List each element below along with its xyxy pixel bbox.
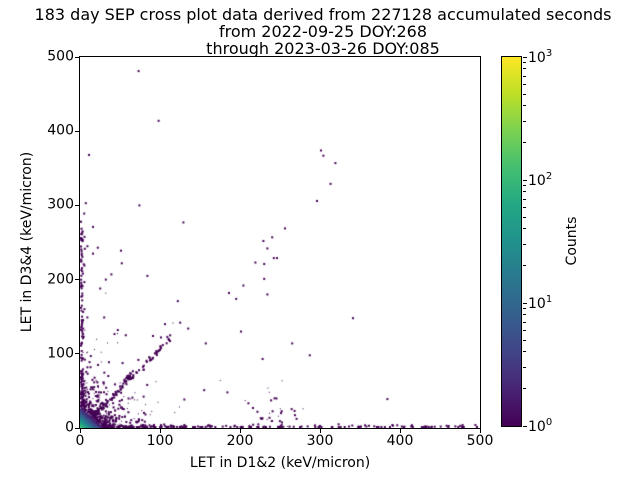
colorbar-gradient — [502, 57, 521, 426]
colorbar-minor-tick — [523, 216, 526, 218]
y-axis-label: LET in D3&4 (keV/micron) — [19, 151, 35, 333]
y-tick-mark — [75, 353, 79, 355]
colorbar-minor-tick — [523, 243, 526, 245]
colorbar-minor-tick — [523, 120, 526, 122]
colorbar-minor-tick — [523, 206, 526, 208]
y-tick-mark — [75, 279, 79, 281]
x-tick-mark — [319, 429, 321, 433]
colorbar-major-tick — [523, 179, 527, 181]
colorbar — [501, 56, 522, 427]
y-tick-label: 300 — [47, 197, 74, 214]
y-tick-label: 100 — [47, 345, 74, 362]
colorbar-minor-tick — [523, 329, 526, 331]
colorbar-minor-tick — [523, 321, 526, 323]
x-tick-label: 200 — [226, 433, 254, 449]
title-line-2: from 2022-09-25 DOY:268 — [218, 22, 427, 41]
x-axis-label: LET in D1&2 (keV/micron) — [189, 455, 371, 471]
x-tick-label: 0 — [75, 433, 85, 449]
x-tick-mark — [399, 429, 401, 433]
colorbar-tick-label: 101 — [528, 294, 553, 312]
colorbar-minor-tick — [523, 93, 526, 95]
y-tick-mark — [75, 130, 79, 132]
x-tick-mark — [239, 429, 241, 433]
y-tick-mark — [75, 56, 79, 58]
colorbar-minor-tick — [523, 83, 526, 85]
colorbar-minor-tick — [523, 339, 526, 341]
colorbar-minor-tick — [523, 62, 526, 64]
y-tick-label: 200 — [47, 271, 74, 288]
y-tick-mark — [75, 427, 79, 429]
x-tick-label: 100 — [146, 433, 174, 449]
y-tick-label: 400 — [47, 122, 74, 139]
colorbar-minor-tick — [523, 142, 526, 144]
colorbar-minor-tick — [523, 388, 526, 390]
colorbar-tick-label: 103 — [528, 48, 553, 66]
y-tick-mark — [75, 204, 79, 206]
colorbar-minor-tick — [523, 191, 526, 193]
x-tick-mark — [159, 429, 161, 433]
colorbar-minor-tick — [523, 314, 526, 316]
x-tick-label: 500 — [466, 433, 494, 449]
colorbar-minor-tick — [523, 185, 526, 187]
colorbar-minor-tick — [523, 68, 526, 70]
colorbar-tick-label: 102 — [528, 171, 553, 189]
colorbar-label: Counts — [564, 216, 580, 266]
x-tick-label: 400 — [386, 433, 414, 449]
x-tick-mark — [79, 429, 81, 433]
colorbar-major-tick — [523, 425, 527, 427]
y-tick-label: 0 — [65, 419, 74, 436]
colorbar-minor-tick — [523, 366, 526, 368]
x-tick-mark — [479, 429, 481, 433]
colorbar-minor-tick — [523, 308, 526, 310]
colorbar-tick-label: 100 — [528, 417, 553, 435]
colorbar-minor-tick — [523, 228, 526, 230]
y-tick-label: 500 — [47, 48, 74, 65]
colorbar-minor-tick — [523, 351, 526, 353]
scatter-points-canvas — [80, 57, 480, 428]
colorbar-minor-tick — [523, 75, 526, 77]
colorbar-minor-tick — [523, 198, 526, 200]
chart-title: 183 day SEP cross plot data derived from… — [6, 6, 640, 57]
colorbar-major-tick — [523, 302, 527, 304]
x-tick-label: 300 — [306, 433, 334, 449]
colorbar-major-tick — [523, 56, 527, 58]
colorbar-minor-tick — [523, 105, 526, 107]
title-line-3: through 2023-03-26 DOY:085 — [206, 39, 440, 58]
title-line-1: 183 day SEP cross plot data derived from… — [34, 5, 612, 24]
colorbar-minor-tick — [523, 265, 526, 267]
